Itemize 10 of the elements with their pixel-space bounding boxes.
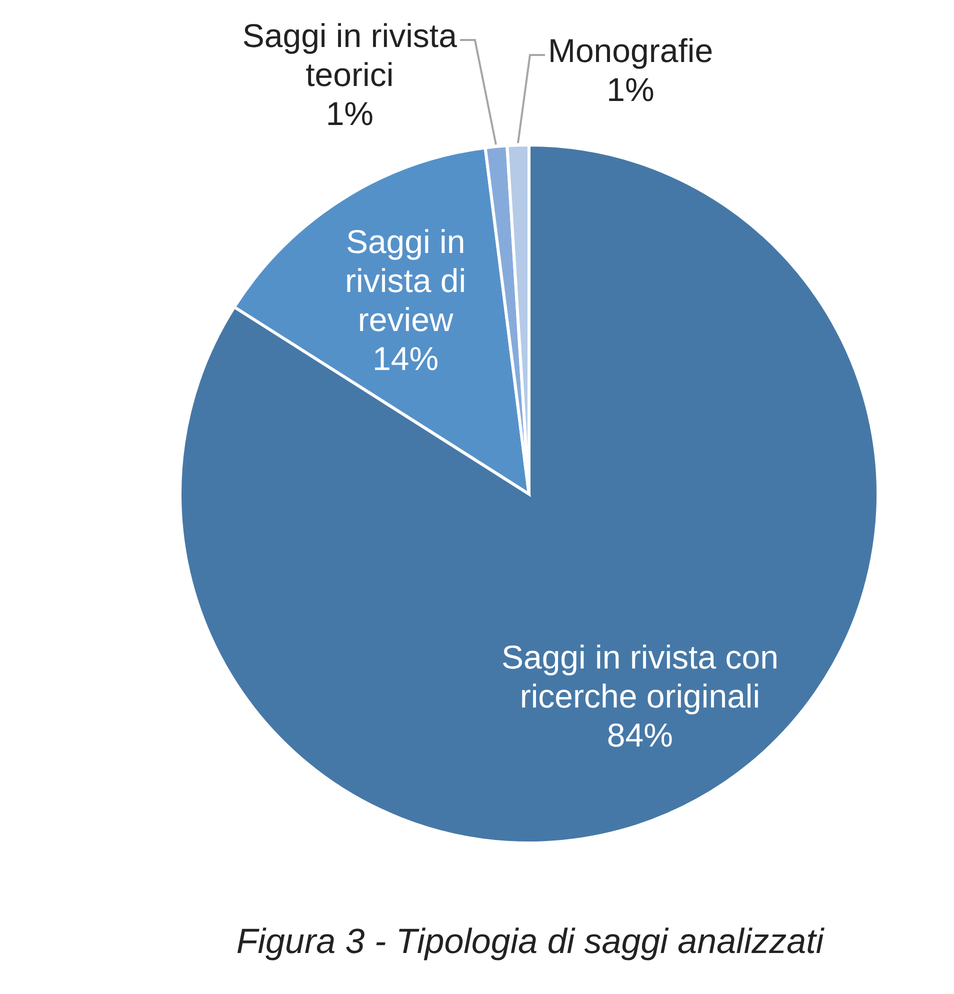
text: Figura 3 - Tipologia di saggi analizzati bbox=[235, 921, 826, 963]
pie-slice bbox=[178, 144, 880, 844]
data-label: 84% bbox=[606, 716, 673, 754]
slice-label: Saggi in rivista con ricerche originali bbox=[501, 638, 778, 715]
data-label: 1% bbox=[606, 70, 654, 108]
slice-label: Monografie bbox=[548, 32, 714, 69]
slice-label: Saggi in rivista teorici bbox=[242, 16, 458, 93]
data-label: 1% bbox=[326, 94, 374, 132]
data-label: 14% bbox=[372, 340, 439, 377]
slice-label: Saggi in rivista di review bbox=[345, 222, 466, 338]
